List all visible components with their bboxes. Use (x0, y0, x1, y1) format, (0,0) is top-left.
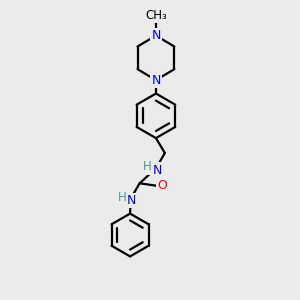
Text: N: N (151, 74, 160, 87)
Text: N: N (152, 164, 162, 177)
Text: O: O (158, 179, 167, 192)
Text: CH₃: CH₃ (145, 9, 167, 22)
Text: N: N (151, 29, 160, 42)
Text: H: H (117, 191, 126, 204)
Text: H: H (143, 160, 152, 173)
Text: N: N (127, 194, 136, 207)
